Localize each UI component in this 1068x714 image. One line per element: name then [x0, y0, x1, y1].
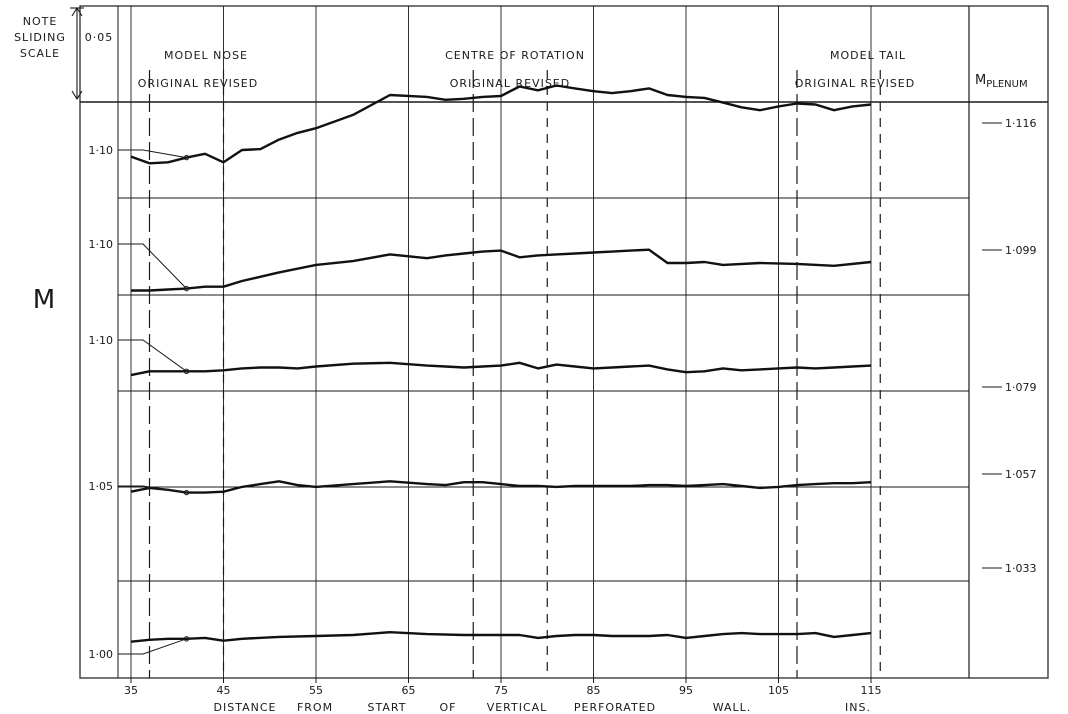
x-axis-label-part: VERTICAL [487, 701, 548, 714]
panel-leader-arrow [183, 285, 190, 292]
panel-leader-line [118, 243, 187, 289]
x-tick-label: 65 [402, 684, 416, 697]
panel-leader-arrow [183, 636, 190, 642]
scale-value: 0·05 [85, 31, 114, 44]
panel-tick-label: 1·10 [89, 334, 114, 347]
panel-leader-arrow [183, 489, 190, 496]
x-tick-label: 55 [309, 684, 323, 697]
x-axis-label-part: WALL. [713, 701, 752, 714]
model-tail-sub: ORIGINAL REVISED [795, 77, 915, 90]
panel-tick-label: 1·10 [89, 238, 114, 251]
sliding-scale-arrow [70, 6, 84, 101]
x-tick-label: 105 [768, 684, 789, 697]
panel-leader-line [118, 149, 187, 159]
plenum-mach-value: 1·057 [1005, 468, 1037, 481]
panel-leader-line [118, 638, 187, 655]
y-axis-label: M [33, 285, 55, 315]
plenum-header: MPLENUM [975, 73, 1028, 90]
x-axis-label-part: OF [440, 701, 457, 714]
centre-rotation-sub: ORIGINAL REVISED [450, 77, 570, 90]
plenum-mach-value: 1·033 [1005, 562, 1037, 575]
centre-rotation-title: CENTRE OF ROTATION [445, 49, 585, 62]
panel-leader-line [118, 485, 187, 494]
chart-frame [79, 5, 1049, 679]
x-axis-label-part: DISTANCE [214, 701, 277, 714]
model-nose-title: MODEL NOSE [164, 49, 248, 62]
note-label-1: NOTE [23, 15, 58, 28]
panel-tick-label: 1·05 [89, 480, 114, 493]
model-tail-title: MODEL TAIL [830, 49, 906, 62]
series-line [131, 248, 872, 292]
series-line [130, 361, 872, 377]
plenum-mach-value: 1·099 [1005, 244, 1037, 257]
note-label-3: SCALE [20, 47, 60, 60]
series-line [130, 84, 872, 165]
x-axis-label-part: PERFORATED [574, 701, 656, 714]
chart-layer: 35 45 55 65 75 85 95 105 115 DISTANCE FROM START OF V… [89, 6, 1037, 714]
plenum-mach-value: 1·116 [1005, 117, 1037, 130]
x-axis-label-part: FROM [297, 701, 333, 714]
x-tick-label: 115 [861, 684, 882, 697]
note-label-2: SLIDING [14, 31, 66, 44]
plenum-mach-value: 1·079 [1005, 381, 1037, 394]
model-nose-sub: ORIGINAL REVISED [138, 77, 258, 90]
x-axis-label-part: INS. [845, 701, 871, 714]
panel-leader-arrow [183, 154, 190, 161]
panel-tick-label: 1·10 [89, 144, 114, 157]
panel-leader-line [118, 339, 187, 372]
series-line [130, 480, 872, 494]
series-line [130, 631, 872, 643]
x-tick-label: 75 [494, 684, 508, 697]
x-tick-label: 45 [217, 684, 231, 697]
x-tick-label: 85 [587, 684, 601, 697]
x-tick-label: 35 [124, 684, 138, 697]
x-tick-label: 95 [679, 684, 693, 697]
panel-tick-label: 1·00 [89, 648, 114, 661]
x-axis-label-part: START [368, 701, 407, 714]
panel-leader-arrow [183, 368, 190, 374]
